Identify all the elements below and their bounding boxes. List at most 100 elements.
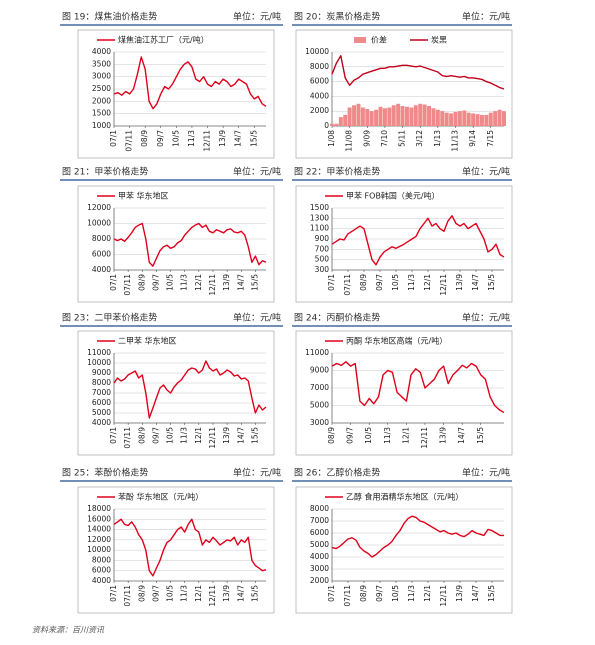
x-tick-label: 5/11 bbox=[398, 130, 407, 147]
x-tick-label: 07/1 bbox=[109, 130, 118, 147]
bar bbox=[427, 106, 432, 126]
bar bbox=[409, 107, 414, 126]
y-tick-label: 7000 bbox=[310, 516, 329, 525]
bar bbox=[352, 105, 357, 126]
x-tick-label: 9/09 bbox=[362, 130, 371, 147]
price-line bbox=[331, 215, 505, 266]
y-tick-label: 14000 bbox=[87, 525, 111, 534]
y-tick-label: 12000 bbox=[87, 535, 111, 544]
y-tick-label: 1500 bbox=[92, 109, 111, 118]
figure-unit: 单位：元/吨 bbox=[233, 166, 281, 178]
y-tick-label: 7000 bbox=[92, 388, 111, 397]
price-line bbox=[331, 361, 505, 414]
y-tick-label: 18000 bbox=[87, 504, 111, 513]
bar bbox=[502, 111, 506, 126]
bar bbox=[391, 105, 396, 126]
bar bbox=[475, 114, 480, 126]
x-tick-label: 14/7 bbox=[236, 427, 245, 444]
y-tick-label: 5000 bbox=[310, 540, 329, 549]
x-tick-label: 12/11 bbox=[203, 130, 212, 152]
x-tick-label: 08/9 bbox=[327, 427, 336, 444]
x-tick-label: 1/13 bbox=[433, 130, 442, 147]
x-tick-label: 11/08 bbox=[345, 130, 354, 152]
bar bbox=[387, 107, 392, 126]
x-tick-label: 10/5 bbox=[171, 130, 180, 147]
x-tick-label: 07/11 bbox=[343, 585, 352, 607]
x-tick-label: 09/7 bbox=[156, 130, 165, 147]
legend-swatch bbox=[354, 37, 366, 43]
price-line bbox=[331, 55, 505, 90]
x-tick-label: 7/15 bbox=[486, 130, 495, 147]
y-tick-label: 3000 bbox=[310, 418, 329, 427]
x-tick-label: 14/7 bbox=[236, 585, 245, 602]
bar bbox=[334, 123, 339, 126]
y-tick-label: 6000 bbox=[310, 77, 329, 86]
source-note: 资料来源：百川资讯 bbox=[32, 626, 105, 635]
y-tick-label: 300 bbox=[315, 265, 330, 274]
price-line bbox=[113, 360, 267, 419]
bar bbox=[497, 109, 502, 126]
y-tick-label: 5000 bbox=[92, 408, 111, 417]
figure-caption: 图 23：二甲苯价格走势 bbox=[62, 312, 157, 324]
figure-caption: 图 26：乙醇价格走势 bbox=[294, 467, 380, 479]
bar bbox=[413, 105, 418, 126]
x-tick-label: 1/08 bbox=[327, 130, 336, 147]
figure-unit: 单位：元/吨 bbox=[462, 467, 510, 479]
x-tick-label: 12/11 bbox=[420, 427, 429, 449]
x-tick-label: 12/11 bbox=[208, 274, 217, 296]
bar bbox=[449, 113, 454, 126]
x-tick-label: 12/1 bbox=[194, 427, 203, 444]
price-line bbox=[113, 518, 267, 577]
y-tick-label: 4000 bbox=[92, 265, 111, 274]
x-tick-label: 7/10 bbox=[380, 130, 389, 147]
bar bbox=[356, 103, 361, 126]
x-tick-label: 12/1 bbox=[423, 274, 432, 291]
x-tick-label: 13/9 bbox=[439, 427, 448, 444]
figure-unit: 单位：元/吨 bbox=[233, 312, 281, 324]
x-tick-label: 3/12 bbox=[415, 130, 424, 147]
y-tick-label: 8000 bbox=[310, 62, 329, 71]
legend-label: 煤焦油江苏工厂（元/吨） bbox=[118, 35, 209, 45]
x-tick-label: 07/1 bbox=[109, 274, 118, 291]
figure-caption: 图 21：甲苯价格走势 bbox=[62, 166, 148, 178]
y-tick-label: 0 bbox=[324, 121, 329, 130]
y-tick-label: 3000 bbox=[310, 564, 329, 573]
x-tick-label: 10/5 bbox=[166, 427, 175, 444]
bar bbox=[444, 112, 449, 126]
x-tick-label: 15/5 bbox=[250, 427, 259, 444]
y-tick-label: 16000 bbox=[87, 514, 111, 523]
x-tick-label: 15/5 bbox=[487, 585, 496, 602]
bar bbox=[453, 111, 458, 126]
bar bbox=[382, 108, 387, 126]
x-tick-label: 12/11 bbox=[439, 274, 448, 296]
x-tick-label: 10/5 bbox=[364, 427, 373, 444]
x-tick-label: 12/1 bbox=[423, 585, 432, 602]
bar bbox=[479, 114, 484, 126]
price-line bbox=[113, 222, 267, 267]
figure-unit: 单位：元/吨 bbox=[233, 11, 281, 23]
x-tick-label: 09/7 bbox=[151, 585, 160, 602]
x-tick-label: 15/5 bbox=[250, 274, 259, 291]
bar bbox=[338, 117, 343, 126]
x-tick-label: 11/3 bbox=[180, 274, 189, 291]
y-tick-label: 11000 bbox=[305, 348, 329, 357]
bar bbox=[422, 104, 427, 126]
y-tick-label: 11000 bbox=[87, 348, 111, 357]
x-tick-label: 09/7 bbox=[346, 427, 355, 444]
figure-caption: 图 24：丙酮价格走势 bbox=[294, 312, 380, 324]
x-tick-label: 08/9 bbox=[359, 274, 368, 291]
y-tick-label: 4000 bbox=[310, 91, 329, 100]
x-tick-label: 11/3 bbox=[187, 130, 196, 147]
bar bbox=[374, 109, 379, 126]
x-tick-label: 08/9 bbox=[137, 274, 146, 291]
x-tick-label: 10/5 bbox=[391, 585, 400, 602]
price-line bbox=[113, 56, 267, 110]
price-line bbox=[331, 515, 504, 558]
bar bbox=[431, 108, 436, 126]
y-tick-label: 900 bbox=[315, 234, 330, 243]
legend-label: 丙酮 华东地区高端（元/吨） bbox=[346, 336, 447, 346]
figure-caption: 图 19：煤焦油价格走势 bbox=[62, 11, 157, 23]
figure-unit: 单位：元/吨 bbox=[462, 312, 510, 324]
x-tick-label: 07/11 bbox=[123, 427, 132, 449]
y-tick-label: 1000 bbox=[92, 121, 111, 130]
